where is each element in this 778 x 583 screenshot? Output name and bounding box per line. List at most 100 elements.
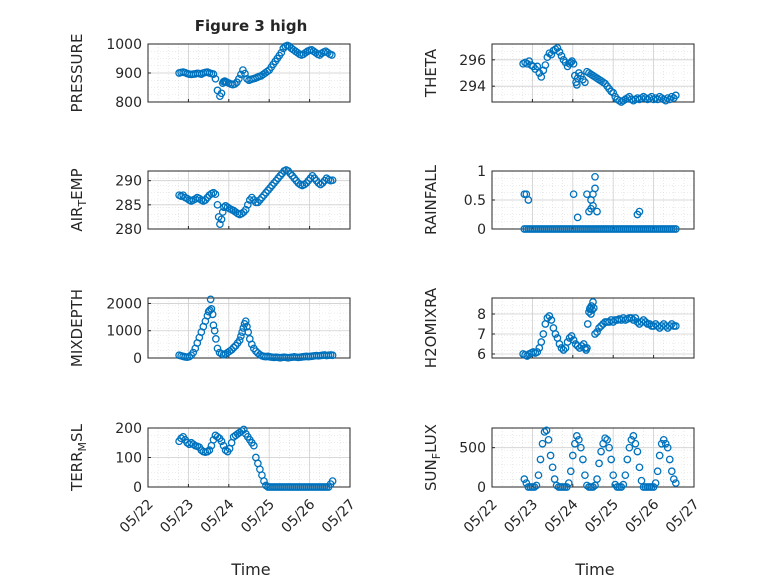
subplot-theta: 294 296 THETA (422, 43, 695, 106)
data-point (593, 207, 601, 216)
data-point (551, 330, 560, 338)
data-point (210, 326, 219, 335)
data-point (661, 439, 670, 448)
y-tick-label: 296 (459, 53, 486, 69)
y-tick-label: 0 (477, 222, 486, 238)
data-point (609, 471, 618, 480)
y-axis-label: TERRMSL (68, 423, 89, 492)
data-point (533, 348, 542, 356)
data-point (557, 52, 566, 60)
y-tick-label: 900 (115, 66, 142, 82)
data-point (557, 344, 566, 352)
x-tick-label: 05/23 (157, 496, 197, 536)
data-point (209, 321, 218, 330)
data-point (212, 335, 220, 343)
data-point (555, 48, 564, 56)
subplot-mixdepth: 0 1000 2000 MIXDEPTH (68, 289, 351, 367)
data-point (235, 336, 244, 345)
data-point (301, 48, 310, 57)
data-point (581, 471, 589, 480)
data-point (548, 463, 557, 472)
data-point (239, 425, 248, 434)
data-point (328, 477, 337, 485)
series-air_temp (175, 166, 337, 229)
data-point (177, 434, 185, 443)
data-point (595, 324, 603, 332)
data-point (217, 215, 226, 224)
data-point (547, 50, 556, 59)
data-point (635, 463, 644, 472)
x-tick-label: 05/22 (117, 496, 157, 536)
y-axis-label: AIRTEMP (68, 168, 89, 231)
data-point (189, 348, 198, 357)
data-point (631, 314, 640, 322)
x-tick-label: 05/25 (582, 496, 622, 536)
data-point (316, 180, 325, 189)
data-point (583, 344, 591, 352)
data-point (209, 188, 218, 197)
data-point (323, 48, 332, 57)
data-point (589, 304, 598, 312)
series-h2omixra (519, 298, 680, 360)
x-tick-label: 05/24 (542, 496, 582, 536)
data-point (653, 467, 662, 476)
series-mixdepth (175, 295, 337, 362)
data-point (328, 351, 337, 360)
data-point (591, 172, 599, 181)
y-axis-label: H2OMIXRA (422, 287, 440, 368)
data-point (217, 89, 226, 98)
data-point (216, 220, 224, 229)
data-point (213, 344, 222, 353)
data-point (235, 74, 243, 83)
data-point (570, 439, 579, 448)
y-tick-label: 0 (133, 351, 142, 367)
data-point (564, 479, 573, 487)
data-point (631, 439, 640, 448)
data-point (575, 435, 583, 444)
data-point (237, 70, 245, 79)
data-point (629, 432, 638, 440)
x-tick-label: 05/26 (279, 496, 319, 536)
y-tick-label: 0 (133, 480, 142, 496)
data-point (532, 481, 541, 490)
data-point (665, 455, 674, 464)
data-point (520, 475, 529, 483)
data-point (223, 203, 232, 212)
data-point (577, 443, 585, 452)
data-point (241, 317, 250, 326)
x-tick-label: 05/23 (501, 496, 541, 536)
data-point (208, 310, 217, 319)
y-tick-label: 1000 (106, 324, 142, 340)
axes-box (147, 297, 351, 359)
data-point (229, 343, 238, 352)
data-point (542, 426, 551, 435)
data-point (213, 432, 222, 441)
data-point (243, 322, 251, 331)
data-point (589, 201, 597, 210)
data-point (203, 447, 212, 456)
data-point (231, 80, 239, 88)
y-tick-label: 7 (477, 327, 486, 343)
x-tick-label: 05/26 (623, 496, 663, 536)
data-point (591, 330, 599, 338)
subplot-rainfall: 0 0.5 1 RAINFALL (422, 164, 695, 238)
subplot-terr_msl: 0 100 200 05/22 05/23 05/24 05/25 05/26 05/27 TER… (68, 421, 359, 536)
data-point (227, 345, 236, 354)
data-point (525, 57, 534, 65)
data-point (244, 328, 253, 336)
data-point (218, 208, 227, 216)
data-point (635, 207, 644, 216)
subplot-sun_flux: 0 500 05/22 05/23 05/24 05/25 05/26 05/27 SUNFLU… (422, 424, 703, 536)
y-axis-label: PRESSURE (68, 34, 86, 113)
data-point (249, 441, 258, 450)
data-point (221, 446, 230, 454)
data-point (671, 225, 680, 233)
y-tick-label: 1 (477, 164, 486, 180)
data-point (555, 340, 564, 348)
data-point (651, 479, 660, 487)
data-point (623, 455, 632, 464)
data-point (211, 74, 220, 83)
data-point (569, 336, 578, 344)
data-point (603, 435, 611, 444)
